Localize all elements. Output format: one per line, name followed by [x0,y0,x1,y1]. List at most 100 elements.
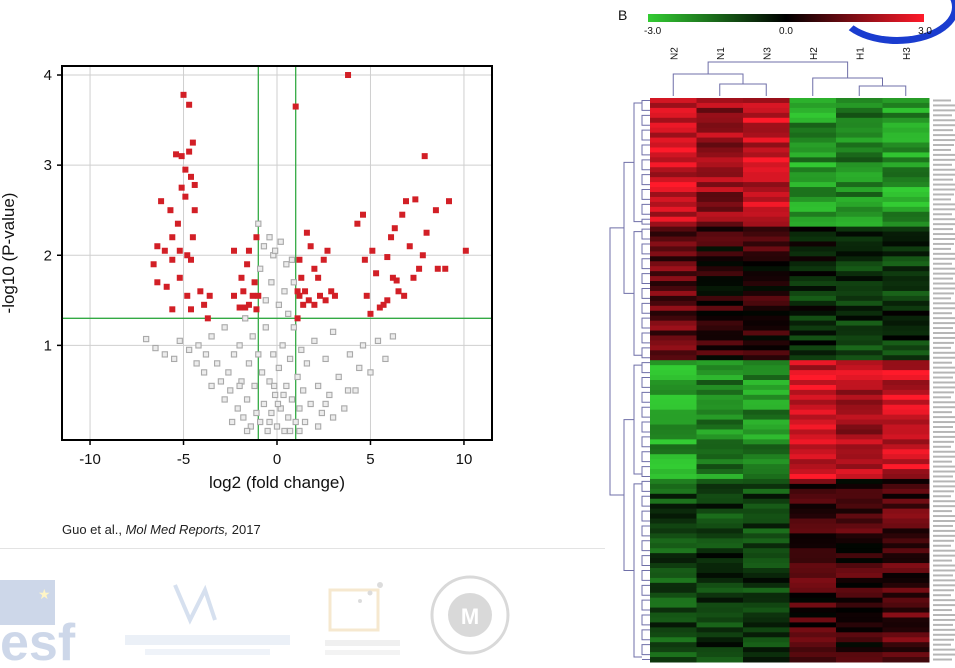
heatmap-cell [882,602,930,609]
row-label [933,470,955,473]
heatmap-cell [650,305,697,312]
significant-point [189,234,196,241]
heatmap-cell [789,201,837,208]
heatmap-cell [789,325,837,332]
dendrogram-branch [641,614,650,626]
heatmap-cell [836,612,883,618]
heatmap-cell [743,652,790,658]
heatmap-cell [650,627,697,633]
heatmap-cell [696,498,744,505]
row-label [933,426,953,428]
significant-point [244,261,251,268]
nonsignificant-point [221,324,228,331]
nonsignificant-point [251,382,258,390]
heatmap-cell [882,310,930,317]
nonsignificant-point [228,418,236,426]
heatmap-cell [650,523,697,529]
heatmap-cell [789,637,837,643]
dendrogram-branch [641,406,650,418]
heatmap-cell [789,345,837,351]
heatmap-cell [836,271,883,277]
heatmap-cell [696,310,744,317]
significant-point [245,247,252,254]
row-label [933,500,955,503]
heatmap-cell [836,350,883,356]
heatmap-cell [650,281,697,287]
heatmap-cell [696,394,744,401]
heatmap-cell [882,295,930,302]
heatmap-cell [743,380,790,386]
heatmap-cell [696,177,744,183]
heatmap-cell [696,365,744,371]
citation-authors: Guo et al., [62,522,126,537]
citation-journal: Mol Med Reports, [125,522,229,537]
heatmap-cell [882,137,930,144]
row-label [933,361,952,364]
heatmap-cell [836,192,883,198]
heatmap-cell [882,345,930,351]
heatmap-cell [743,597,790,604]
row-label [933,238,955,240]
heatmap-cell [836,266,883,272]
heatmap-cell [789,370,837,376]
heatmap-cell [836,637,883,643]
dendrogram-branch [641,525,650,537]
heatmap-cell [650,577,697,584]
nonsignificant-point [277,238,284,245]
heatmap-cell [650,647,697,653]
heatmap-cell [789,196,837,203]
heatmap-cell [696,187,744,193]
heatmap-cell [650,365,697,371]
heatmap-cell [789,572,837,579]
heatmap-cell [650,117,697,124]
heatmap-cell [789,355,837,361]
heatmap-cell [743,518,790,524]
heatmap-cell [789,498,837,505]
nonsignificant-point [288,396,296,403]
nonsignificant-point [318,409,326,417]
significant-point [434,265,441,272]
heatmap-cell [836,449,883,455]
heatmap-cell [696,157,744,163]
heatmap-cell [743,256,790,262]
heatmap-cell [836,330,883,336]
heatmap-cell [882,117,930,124]
significant-point [298,274,305,281]
heatmap-cell [743,226,790,233]
heatmap-cell [696,543,744,549]
row-label [933,346,951,349]
nonsignificant-point [260,400,268,408]
heatmap-cell [789,340,837,346]
row-label [933,198,951,201]
heatmap-cell [650,622,697,628]
heatmap-cell [789,553,837,559]
heatmap-cell [743,305,790,312]
dendrogram-branch [641,99,650,111]
heatmap-cell [650,127,697,134]
row-label [933,638,954,641]
heatmap-cell [743,503,790,510]
nonsignificant-point [258,369,266,376]
heatmap-cell [789,429,837,435]
heatmap-cell [789,246,837,252]
heatmap-cell [789,320,837,327]
heatmap-cell [789,657,837,663]
heatmap-cell [789,602,837,609]
heatmap-cell [836,137,883,144]
heatmap-cell [650,345,697,351]
heatmap-cell [836,335,883,341]
heatmap-cell [836,483,883,490]
heatmap-cell [743,147,790,153]
significant-point [255,292,262,299]
row-label [933,594,951,597]
significant-point [197,288,204,295]
heatmap-cell [743,657,790,663]
row-label [933,228,953,231]
nonsignificant-point [253,409,260,417]
heatmap-cell [696,617,744,623]
dendrogram-branch [641,129,650,141]
heatmap-cells [650,98,930,663]
heatmap-cell [650,216,697,223]
heatmap-cell [882,266,930,272]
significant-point [421,153,428,160]
